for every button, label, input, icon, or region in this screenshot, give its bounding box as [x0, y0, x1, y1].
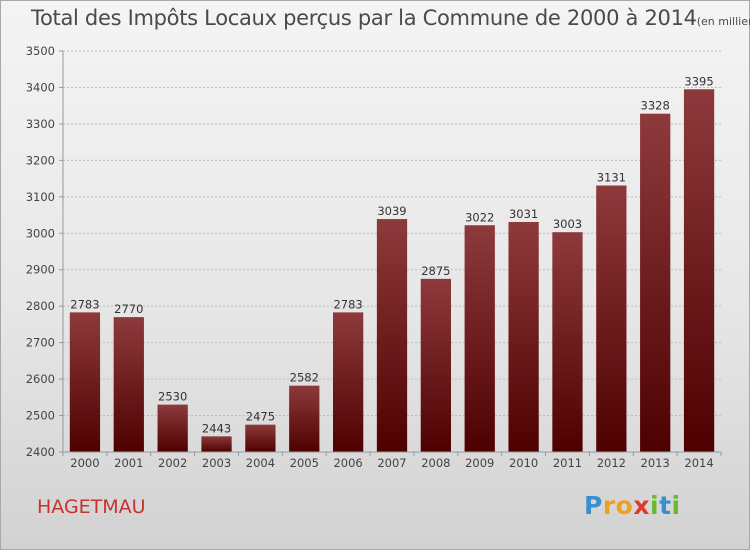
- x-tick-label: 2010: [509, 456, 538, 470]
- y-tick-label: 3000: [26, 226, 55, 240]
- x-tick-label: 2004: [246, 456, 275, 470]
- y-tick-label: 3400: [26, 80, 55, 94]
- logo-letter: o: [615, 491, 634, 520]
- bar-value-label: 2783: [333, 297, 362, 311]
- bar: [332, 312, 364, 452]
- x-tick-label: 2012: [597, 456, 626, 470]
- bar: [420, 278, 452, 452]
- x-tick-label: 2000: [70, 456, 99, 470]
- bar-value-label: 2443: [202, 421, 231, 435]
- bar: [508, 221, 539, 452]
- x-tick-label: 2008: [421, 456, 450, 470]
- y-tick-label: 3100: [26, 190, 55, 204]
- logo-letter: x: [633, 491, 650, 520]
- x-tick-label: 2013: [641, 456, 670, 470]
- commune-name: HAGETMAU: [37, 496, 146, 518]
- bar: [69, 312, 101, 452]
- x-tick-label: 2014: [684, 456, 713, 470]
- bar-value-label: 3003: [553, 217, 582, 231]
- logo-letter: i: [671, 491, 681, 520]
- bar-value-label: 3395: [684, 74, 713, 88]
- bar: [113, 317, 144, 452]
- y-tick-label: 2800: [26, 299, 55, 313]
- x-tick-label: 2011: [553, 456, 582, 470]
- bar: [596, 185, 627, 452]
- y-tick-label: 3300: [26, 117, 55, 131]
- title-text: Total des Impôts Locaux perçus par la Co…: [31, 6, 697, 30]
- proxiti-logo[interactable]: Proxiti: [584, 491, 681, 520]
- bar: [201, 436, 232, 452]
- y-tick-label: 2400: [26, 445, 55, 459]
- bar-value-label: 3031: [509, 207, 538, 221]
- y-tick-label: 2500: [26, 409, 55, 423]
- bar-value-label: 2530: [158, 390, 187, 404]
- x-tick-label: 2002: [158, 456, 187, 470]
- bars: 2783 2770 2530 2443 2475 2582 2783 3039 2875 3022…: [69, 74, 715, 453]
- bar-value-label: 2770: [114, 302, 143, 316]
- bar-value-label: 2875: [421, 264, 450, 278]
- y-tick-label: 3500: [26, 44, 55, 58]
- bar: [245, 424, 276, 452]
- chart-title: Total des Impôts Locaux perçus par la Co…: [31, 6, 750, 30]
- y-tick-label: 2900: [26, 263, 55, 277]
- x-axis: 2000 2001 2002 2003 2004 2005 2006 2007 2008 2009…: [62, 451, 722, 470]
- y-axis: 2400 2500 2600 2700 2800 2900 3000 3100 3200 3300…: [26, 44, 64, 459]
- bar: [640, 113, 671, 453]
- x-tick-label: 2009: [465, 456, 494, 470]
- x-tick-label: 2006: [333, 456, 362, 470]
- x-tick-label: 2005: [290, 456, 319, 470]
- x-tick-label: 2001: [114, 456, 143, 470]
- logo-letter: P: [584, 491, 603, 520]
- x-tick-label: 2007: [377, 456, 406, 470]
- bar-value-label: 3022: [465, 210, 494, 224]
- bar: [683, 89, 715, 452]
- y-tick-label: 3200: [26, 153, 55, 167]
- x-tick-label: 2003: [202, 456, 231, 470]
- logo-letter: r: [602, 491, 616, 520]
- bar-value-label: 2475: [246, 410, 275, 424]
- y-tick-label: 2700: [26, 336, 55, 350]
- bar-value-label: 3131: [597, 171, 626, 185]
- bar: [552, 232, 583, 452]
- bar: [289, 385, 320, 452]
- title-unit: (en milliers d'€): [696, 15, 750, 28]
- logo-letter: t: [659, 491, 672, 520]
- bar-value-label: 3328: [641, 99, 670, 113]
- bar: [376, 219, 408, 452]
- y-tick-label: 2600: [26, 372, 55, 386]
- bar-value-label: 2582: [290, 371, 319, 385]
- bar-value-label: 3039: [377, 204, 406, 218]
- logo-letter: i: [650, 491, 660, 520]
- bar-value-label: 2783: [70, 297, 99, 311]
- bar: [464, 225, 495, 452]
- bar: [157, 404, 188, 452]
